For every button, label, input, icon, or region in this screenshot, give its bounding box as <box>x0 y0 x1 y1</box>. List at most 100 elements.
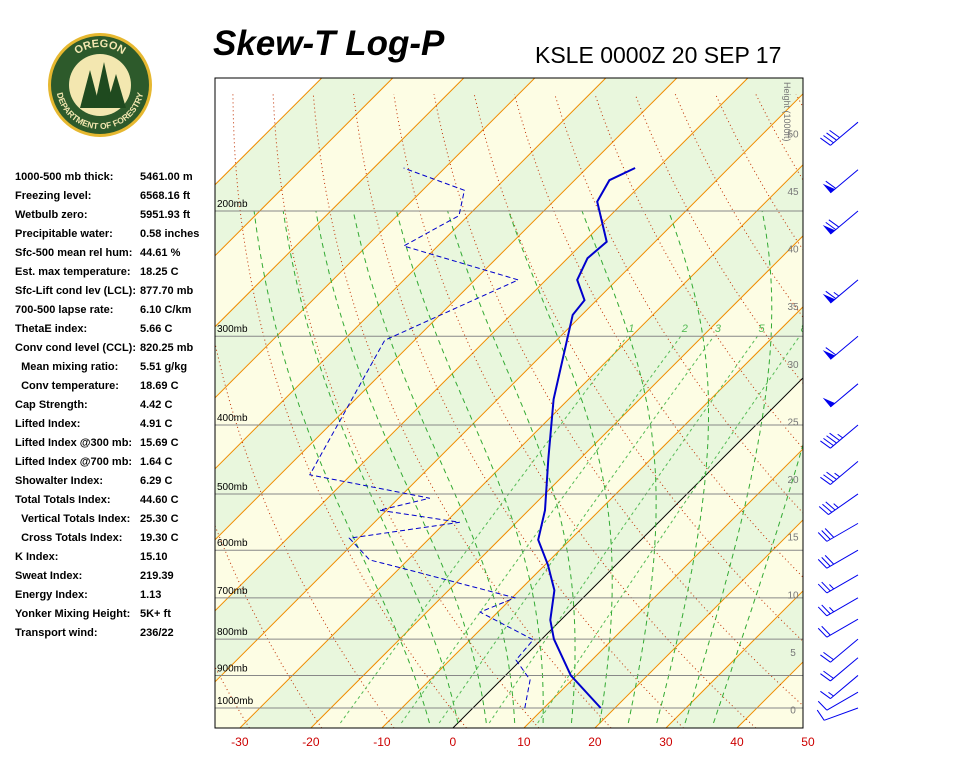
barb-full <box>820 673 831 682</box>
logo: OREGON DEPARTMENT OF FORESTRY <box>48 33 152 137</box>
stat-label: Freezing level: <box>15 190 91 202</box>
dry-adiabat <box>836 94 960 728</box>
stat-value: 4.42 C <box>140 399 172 411</box>
x-tick-label: 0 <box>450 735 457 749</box>
wind-barb <box>820 424 859 449</box>
moist-adiabat <box>508 210 613 724</box>
moist-adiabat <box>713 442 803 724</box>
barb-full <box>817 627 828 638</box>
barb-staff <box>830 121 859 146</box>
height-tick-label: 20 <box>787 475 799 486</box>
stat-label: Precipitable water: <box>15 228 113 240</box>
stat-value: 5951.93 ft <box>140 209 190 221</box>
barb-full <box>817 583 828 594</box>
logo-top-text: OREGON <box>72 38 127 57</box>
wind-barb <box>822 210 859 235</box>
wind-barb <box>822 279 859 304</box>
isotherm <box>215 78 465 328</box>
stat-label: Transport wind: <box>15 627 98 639</box>
barb-full <box>817 532 828 542</box>
barb-full <box>821 557 831 567</box>
barb-staff <box>826 618 859 638</box>
barb-full <box>825 290 837 299</box>
mixing-ratio-line <box>537 335 801 724</box>
stat-value: 18.69 C <box>140 380 179 392</box>
stat-value: 6.10 C/km <box>140 304 192 316</box>
pressure-tick-label: 900mb <box>217 663 248 674</box>
barb-half <box>828 691 834 697</box>
barb-staff <box>830 638 859 663</box>
dry-adiabat <box>917 94 960 728</box>
dry-adiabat <box>393 94 757 728</box>
stat-label: Lifted Index: <box>15 418 80 430</box>
barb-full <box>821 604 831 615</box>
stats-table: 1000-500 mb thick: 5461.00 m Freezing leve… <box>15 171 199 639</box>
isotherm <box>215 93 803 683</box>
isotherm <box>215 78 536 399</box>
mixing-ratio-line <box>488 335 758 724</box>
dry-adiabat <box>232 94 467 728</box>
barb-pennant <box>822 350 836 360</box>
moist-adiabat <box>581 210 657 724</box>
barb-half <box>833 503 839 509</box>
plot-area: 1 2 3 5 81000mb900mb800mb700mb600mb500mb400m… <box>215 78 960 728</box>
stat-label: Mean mixing ratio: <box>15 361 118 373</box>
isotherm <box>215 78 607 470</box>
barb-full <box>823 670 834 679</box>
barb-full <box>825 221 837 231</box>
barb-half <box>829 584 835 590</box>
pressure-tick-label: 700mb <box>217 586 248 597</box>
barb-half <box>829 607 835 613</box>
mixing-ratio-label: 2 <box>681 323 688 335</box>
x-tick-label: 40 <box>730 735 744 749</box>
isotherm <box>594 519 803 728</box>
barb-full <box>823 437 834 447</box>
dry-adiabat <box>353 94 684 728</box>
barb-staff <box>830 657 859 682</box>
barb-full <box>829 129 840 139</box>
barb-staff <box>830 169 859 194</box>
barb-full <box>816 709 825 721</box>
barb-full <box>821 530 831 540</box>
dry-adiabat <box>473 94 803 643</box>
barb-full <box>817 700 828 711</box>
moist-adiabat <box>282 210 459 724</box>
stat-value: 820.25 mb <box>140 342 193 354</box>
mixing-ratio-label: 3 <box>715 323 722 335</box>
barb-half <box>833 291 840 297</box>
wind-barb <box>822 169 859 194</box>
height-tick-label: 10 <box>787 590 799 601</box>
height-tick-label: 45 <box>787 187 799 198</box>
barb-staff <box>830 210 859 235</box>
dry-adiabat <box>876 94 960 728</box>
logo-tree <box>106 74 126 108</box>
mixing-ratio-label: 8 <box>801 323 808 335</box>
barb-half <box>837 433 843 439</box>
height-tick-label: 5 <box>790 648 796 659</box>
isotherm <box>381 306 803 728</box>
stat-label: Conv temperature: <box>15 380 119 392</box>
barb-pennant <box>822 183 836 193</box>
barb-staff <box>830 383 859 408</box>
stat-value: 4.91 C <box>140 418 172 430</box>
moist-adiabat <box>396 210 544 723</box>
logo-tree <box>94 62 114 108</box>
wind-barb <box>820 657 859 682</box>
stat-value: 877.70 mb <box>140 285 193 297</box>
barb-staff <box>830 424 859 449</box>
mixing-ratio-line <box>339 335 628 724</box>
isotherm <box>215 78 394 257</box>
stat-value: 236/22 <box>140 627 174 639</box>
stat-label: 1000-500 mb thick: <box>15 171 113 183</box>
barb-full <box>824 555 835 565</box>
barb-half <box>834 472 840 478</box>
height-axis-label: Height (1000ft) <box>782 82 792 142</box>
barb-full <box>820 654 831 663</box>
barb-staff <box>826 549 859 569</box>
logo-tree <box>80 70 100 108</box>
pressure-tick-label: 200mb <box>217 199 248 210</box>
chart-title: Skew-T Log-P <box>213 24 445 63</box>
wind-barb <box>820 121 859 146</box>
stat-value: 5.66 C <box>140 323 172 335</box>
barb-full <box>826 132 837 141</box>
